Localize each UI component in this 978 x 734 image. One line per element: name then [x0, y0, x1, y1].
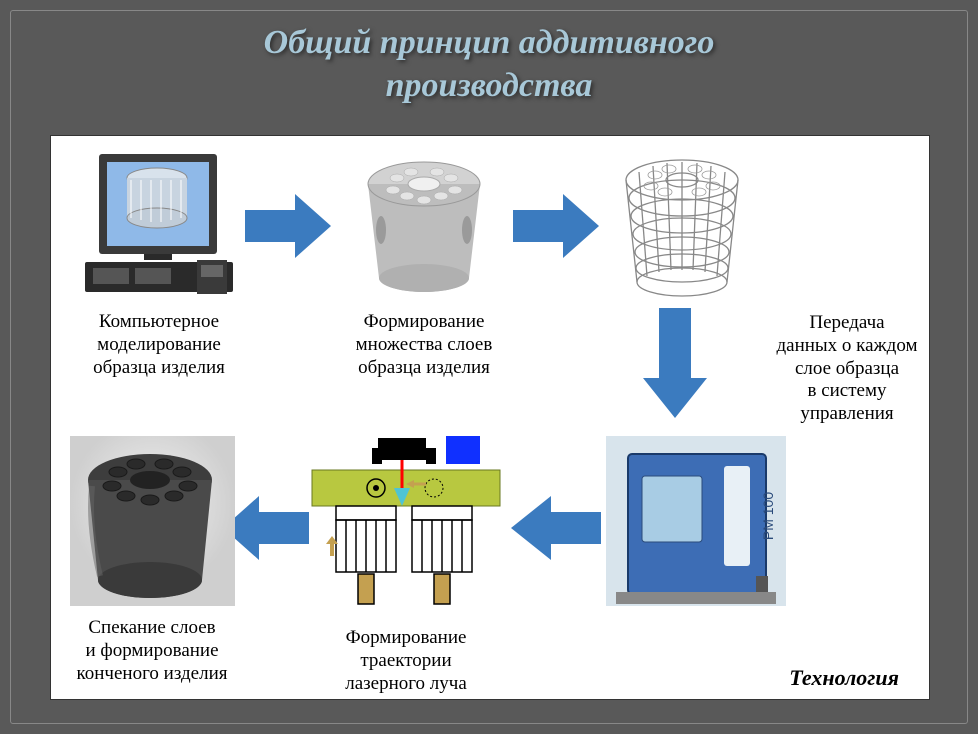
step5-label: Спекание слоев и формирование конченого … [57, 617, 247, 685]
step3-label: Передача данных о каждом слое образца в … [767, 312, 927, 426]
step-final: Спекание слоев и формирование конченого … [57, 436, 247, 685]
laser-schematic-illus [306, 436, 506, 616]
step-laser: Формирование траектории лазерного луча [301, 436, 511, 695]
diagram-panel: Компьютерное моделирование образца издел… [50, 135, 930, 700]
arrow-4 [511, 496, 601, 560]
step-machine: PM 100 [601, 436, 791, 611]
machine-illus: PM 100 [606, 436, 786, 606]
arrow-2 [513, 194, 599, 258]
arrow-1 [245, 194, 331, 258]
svg-text:PM 100: PM 100 [760, 492, 776, 540]
step4-label: Формирование траектории лазерного луча [301, 627, 511, 695]
step-slice-data [597, 150, 767, 305]
footer-label: Технология [789, 665, 899, 691]
wire-cylinder-illus [607, 150, 757, 300]
step-layers: Формирование множества слоев образца изд… [329, 150, 519, 379]
step2-label: Формирование множества слоев образца изд… [329, 311, 519, 379]
solid-cylinder-illus [349, 150, 499, 300]
final-part-illus [70, 436, 235, 606]
cad-computer-illus [79, 150, 239, 300]
arrow-3 [643, 308, 707, 418]
step-cad: Компьютерное моделирование образца издел… [69, 150, 249, 379]
step1-label: Компьютерное моделирование образца издел… [69, 311, 249, 379]
step3-label-block: Передача данных о каждом слое образца в … [767, 306, 927, 426]
